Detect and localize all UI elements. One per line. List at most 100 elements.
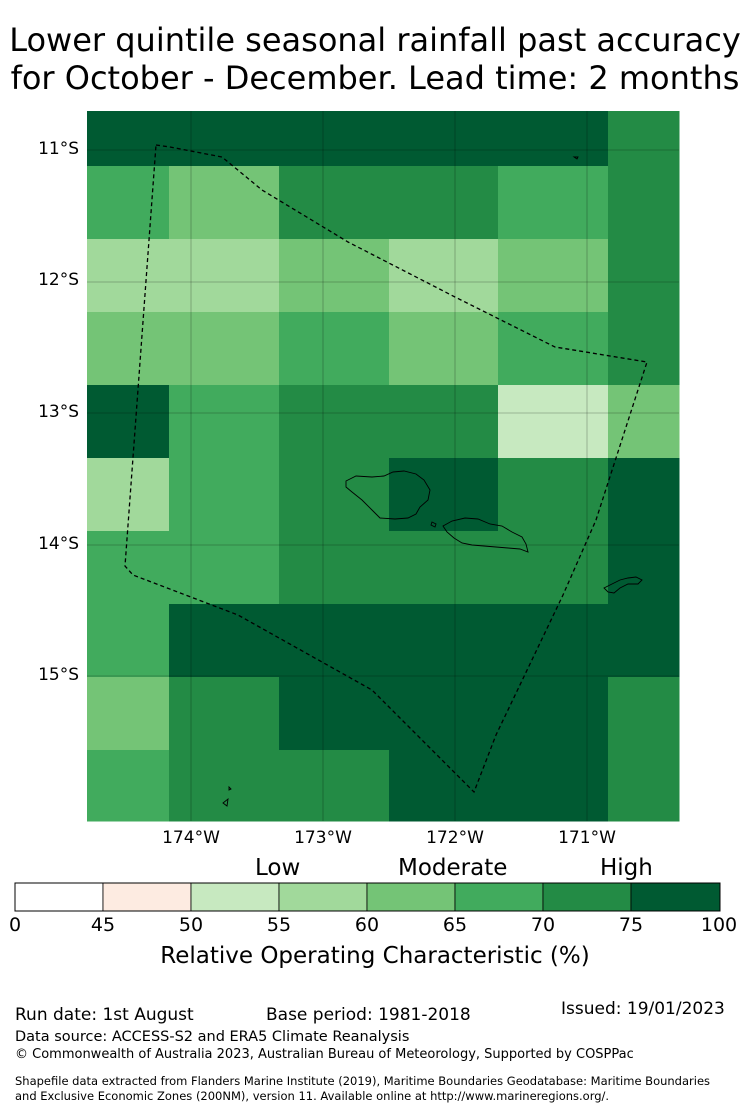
grid-cell (87, 385, 170, 459)
colorbar-segment (102, 882, 192, 912)
grid-cell (87, 677, 170, 751)
grid-cell (87, 111, 170, 167)
grid-cell (169, 239, 280, 313)
small-islet (228, 785, 232, 791)
grid-cell (608, 111, 680, 167)
grid-cell (169, 385, 280, 459)
shapefile-credit-line-2: and Exclusive Economic Zones (200NM), ve… (15, 1089, 610, 1103)
colorbar-category-high: High (600, 855, 653, 881)
grid-cell (389, 677, 499, 751)
grid-cell (279, 750, 390, 822)
grid-cell (389, 458, 499, 532)
grid-cell (87, 750, 170, 822)
colorbar-tick: 60 (354, 914, 380, 936)
shapefile-credit-line-1: Shapefile data extracted from Flanders M… (15, 1074, 711, 1088)
lat-label: 13°S (38, 402, 79, 422)
grid-cell (87, 166, 170, 240)
grid-cell (498, 458, 609, 532)
grid-cell (169, 312, 280, 386)
grid-cell (498, 312, 609, 386)
grid-cell (498, 239, 609, 313)
savaii-island (345, 470, 431, 520)
lon-label: 174°W (162, 828, 220, 848)
grid-cell (498, 531, 609, 605)
grid-cell (498, 111, 609, 167)
base-period: Base period: 1981-2018 (266, 1005, 471, 1025)
grid-cell (279, 458, 390, 532)
grid-cell (87, 604, 170, 678)
map-figure (87, 111, 680, 822)
colorbar-axis-label: Relative Operating Characteristic (%) (160, 943, 590, 969)
tutuila-island (603, 576, 643, 594)
grid-cell (279, 239, 390, 313)
grid-cell (279, 531, 390, 605)
grid-cell (169, 458, 280, 532)
lat-label: 14°S (38, 534, 79, 554)
lon-label: 173°W (294, 828, 352, 848)
grid-cell (498, 750, 609, 822)
grid-cell (87, 312, 170, 386)
grid-cell (608, 312, 680, 386)
grid-cell (498, 166, 609, 240)
lat-label: 12°S (38, 270, 79, 290)
lon-label: 172°W (426, 828, 484, 848)
grid-cell (169, 531, 280, 605)
colorbar-segment (630, 882, 721, 912)
grid-cell (169, 604, 280, 678)
colorbar-segment (454, 882, 544, 912)
grid-cell (169, 166, 280, 240)
data-source: Data source: ACCESS-S2 and ERA5 Climate … (15, 1029, 410, 1045)
colorbar-category-moderate: Moderate (398, 855, 508, 881)
grid-cell (608, 531, 680, 605)
colorbar-tick: 55 (266, 914, 292, 936)
issued-date: Issued: 19/01/2023 (561, 999, 725, 1019)
colorbar-segment (278, 882, 368, 912)
map-title-line-1: Lower quintile seasonal rainfall past ac… (9, 21, 741, 59)
map-title-line-2: for October - December. Lead time: 2 mon… (10, 59, 740, 97)
grid-cell (87, 239, 170, 313)
grid-cell (279, 111, 390, 167)
copyright-notice: © Commonwealth of Australia 2023, Austra… (15, 1047, 634, 1062)
upolu-island (442, 517, 529, 553)
grid-cell (389, 750, 499, 822)
grid-cell (87, 458, 170, 532)
grid-cell (389, 239, 499, 313)
eez-boundary (124, 144, 648, 794)
grid-cell (608, 677, 680, 751)
swains-islet (222, 797, 229, 807)
grid-cell (389, 166, 499, 240)
lon-label: 171°W (558, 828, 616, 848)
colorbar-tick: 45 (90, 914, 116, 936)
grid-cell (389, 111, 499, 167)
grid-cell (498, 677, 609, 751)
grid-cell (389, 531, 499, 605)
colorbar-tick: 0 (8, 914, 22, 936)
grid-cell (498, 385, 609, 459)
colorbar-segment (14, 882, 104, 912)
grid-cell (169, 111, 280, 167)
grid-cell (608, 458, 680, 532)
grid-cell (279, 677, 390, 751)
grid-cell (279, 312, 390, 386)
grid-cell (87, 531, 170, 605)
grid-cell (169, 677, 280, 751)
grid-cell (498, 604, 609, 678)
grid-cell (608, 604, 680, 678)
lat-label: 15°S (38, 665, 79, 685)
colorbar-outline (14, 882, 721, 912)
colorbar-tick: 100 (700, 914, 738, 936)
colorbar-tick: 75 (618, 914, 644, 936)
colorbar-segment (542, 882, 632, 912)
accuracy-grid (87, 111, 680, 822)
colorbar (14, 882, 721, 912)
grid-cell (279, 604, 390, 678)
colorbar-segment (190, 882, 280, 912)
manono-islet (430, 521, 437, 528)
grid-cell (279, 385, 390, 459)
rose-islet (572, 156, 579, 160)
colorbar-tick: 50 (178, 914, 204, 936)
graticule (87, 111, 679, 821)
grid-cell (608, 239, 680, 313)
lat-label: 11°S (38, 139, 79, 159)
colorbar-tick: 70 (530, 914, 556, 936)
